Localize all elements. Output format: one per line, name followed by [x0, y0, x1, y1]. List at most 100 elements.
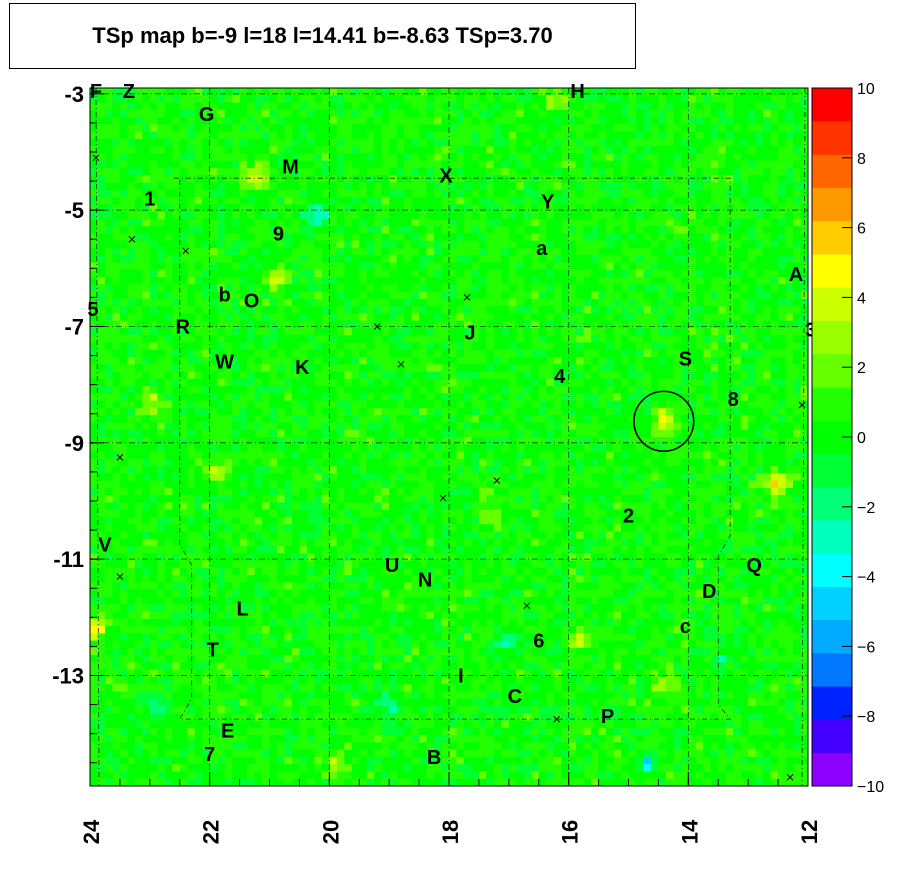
- heatmap-cell: [269, 277, 278, 285]
- heatmap-cell: [112, 262, 121, 271]
- heatmap-cell: [449, 291, 457, 300]
- heatmap-cell: [621, 342, 629, 351]
- heatmap-cell: [149, 451, 158, 460]
- heatmap-cell: [262, 88, 270, 96]
- heatmap-cell: [471, 327, 480, 336]
- heatmap-cell: [486, 298, 495, 307]
- heatmap-cell: [149, 109, 158, 118]
- heatmap-cell: [232, 415, 240, 423]
- heatmap-cell: [493, 327, 502, 336]
- heatmap-cell: [134, 138, 143, 147]
- heatmap-cell: [688, 327, 697, 336]
- heatmap-cell: [239, 269, 248, 278]
- heatmap-cell: [606, 88, 614, 96]
- heatmap-cell: [763, 240, 772, 249]
- heatmap-cell: [217, 124, 226, 133]
- heatmap-cell: [763, 386, 772, 394]
- heatmap-cell: [419, 255, 427, 263]
- heatmap-cell: [695, 291, 704, 300]
- heatmap-cell: [314, 197, 323, 205]
- heatmap-cell: [217, 182, 226, 191]
- heatmap-cell: [800, 226, 808, 234]
- heatmap-cell: [710, 429, 719, 438]
- heatmap-cell: [576, 386, 585, 394]
- heatmap-cell: [381, 138, 390, 147]
- heatmap-cell: [254, 393, 263, 402]
- heatmap-cell: [321, 204, 330, 212]
- heatmap-cell: [673, 277, 682, 285]
- heatmap-cell: [628, 160, 637, 169]
- heatmap-cell: [531, 400, 540, 409]
- heatmap-cell: [576, 218, 585, 227]
- heatmap-cell: [254, 167, 263, 176]
- heatmap-cell: [202, 167, 211, 176]
- heatmap-cell: [621, 393, 629, 402]
- heatmap-cell: [449, 378, 457, 387]
- heatmap-cell: [276, 349, 285, 358]
- heatmap-cell: [134, 342, 143, 351]
- heatmap-cell: [508, 146, 517, 154]
- heatmap-cell: [426, 277, 435, 285]
- heatmap-cell: [411, 211, 420, 220]
- heatmap-cell: [396, 226, 405, 234]
- heatmap-cell: [463, 291, 472, 300]
- heatmap-cell: [501, 117, 510, 125]
- heatmap-cell: [119, 124, 128, 133]
- heatmap-cell: [493, 277, 502, 285]
- heatmap-cell: [449, 451, 457, 460]
- heatmap-cell: [157, 146, 166, 154]
- heatmap-cell: [755, 327, 764, 336]
- heatmap-cell: [508, 131, 517, 140]
- heatmap-cell: [673, 284, 682, 292]
- heatmap-cell: [553, 160, 562, 169]
- heatmap-cell: [621, 95, 629, 103]
- heatmap-cell: [598, 95, 607, 103]
- heatmap-cell: [658, 400, 667, 409]
- heatmap-cell: [329, 124, 338, 133]
- heatmap-cell: [471, 117, 480, 125]
- heatmap-cell: [583, 138, 592, 147]
- heatmap-cell: [419, 233, 427, 242]
- heatmap-cell: [710, 102, 719, 111]
- heatmap-cell: [179, 167, 188, 176]
- heatmap-cell: [576, 211, 585, 220]
- heatmap-cell: [314, 102, 323, 111]
- heatmap-cell: [778, 146, 786, 154]
- heatmap-cell: [508, 262, 517, 271]
- heatmap-cell: [419, 117, 427, 125]
- heatmap-cell: [112, 153, 121, 162]
- heatmap-cell: [733, 182, 742, 191]
- heatmap-cell: [179, 109, 188, 118]
- heatmap-cell: [703, 255, 712, 263]
- heatmap-cell: [329, 415, 338, 423]
- heatmap-cell: [770, 357, 779, 365]
- heatmap-cell: [576, 400, 585, 409]
- heatmap-cell: [456, 226, 465, 234]
- heatmap-cell: [800, 167, 808, 176]
- heatmap-cell: [247, 167, 255, 176]
- heatmap-cell: [262, 233, 270, 242]
- heatmap-cell: [441, 175, 450, 183]
- heatmap-cell: [635, 313, 644, 322]
- heatmap-cell: [508, 167, 517, 176]
- heatmap-cell: [568, 269, 577, 278]
- heatmap-cell: [239, 371, 248, 380]
- heatmap-cell: [486, 160, 495, 169]
- heatmap-cell: [583, 400, 592, 409]
- heatmap-cell: [299, 458, 308, 467]
- heatmap-cell: [800, 95, 808, 103]
- heatmap-cell: [561, 175, 570, 183]
- heatmap-cell: [314, 444, 323, 452]
- heatmap-cell: [119, 407, 128, 416]
- heatmap-cell: [194, 233, 203, 242]
- heatmap-cell: [441, 226, 450, 234]
- heatmap-cell: [119, 284, 128, 292]
- heatmap-cell: [284, 407, 293, 416]
- heatmap-cell: [643, 386, 652, 394]
- heatmap-cell: [673, 88, 682, 96]
- heatmap-cell: [785, 349, 794, 358]
- heatmap-cell: [134, 407, 143, 416]
- heatmap-cell: [598, 386, 607, 394]
- heatmap-cell: [680, 437, 689, 445]
- heatmap-cell: [142, 138, 151, 147]
